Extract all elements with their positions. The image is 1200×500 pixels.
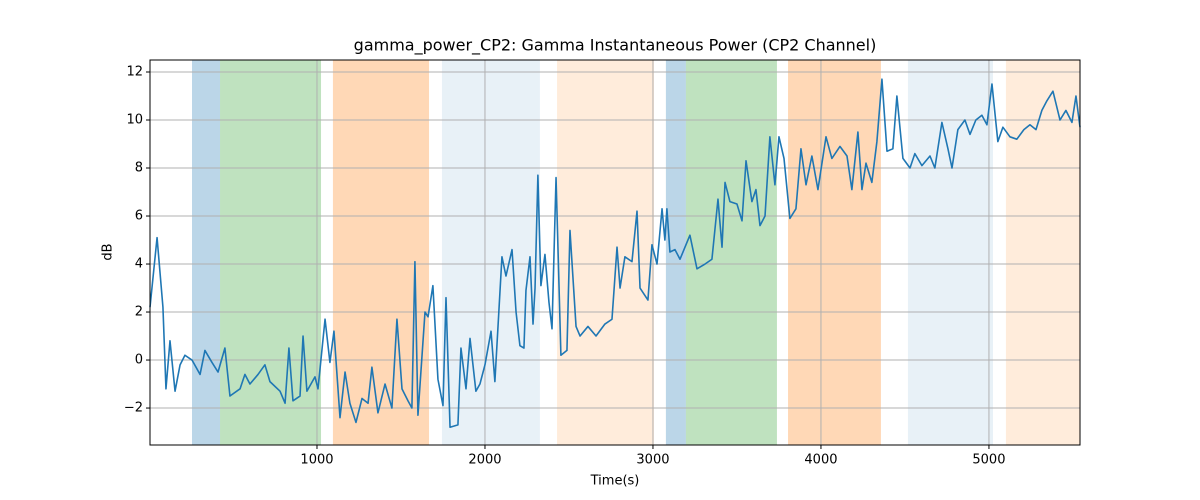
shaded-span	[788, 60, 881, 445]
shaded-span	[1005, 60, 1080, 445]
y-tick-label: 10	[126, 113, 143, 128]
y-axis-label: dB	[101, 243, 116, 260]
shaded-span	[685, 60, 777, 445]
x-tick-label: 5000	[972, 453, 1005, 468]
data-line	[149, 78, 1081, 429]
x-tick-label: 3000	[636, 453, 669, 468]
y-tick-label: 2	[135, 305, 143, 320]
y-tick-label: 12	[126, 65, 143, 80]
x-tick-label: 1000	[300, 453, 333, 468]
x-tick-label: 4000	[804, 453, 837, 468]
plot-frame	[149, 59, 1081, 446]
shaded-span	[441, 60, 540, 445]
y-tick-label: 8	[135, 161, 143, 176]
x-axis-label: Time(s)	[590, 474, 640, 489]
x-tick-label: 2000	[468, 453, 501, 468]
y-tick-label: −2	[124, 401, 143, 416]
shaded-span	[191, 60, 221, 445]
chart-title: gamma_power_CP2: Gamma Instantaneous Pow…	[354, 36, 877, 56]
y-tick-label: 4	[135, 257, 143, 272]
y-tick-label: 0	[135, 353, 143, 368]
shaded-span	[557, 60, 654, 445]
y-tick-label: 6	[135, 209, 143, 224]
shaded-span	[907, 60, 993, 445]
